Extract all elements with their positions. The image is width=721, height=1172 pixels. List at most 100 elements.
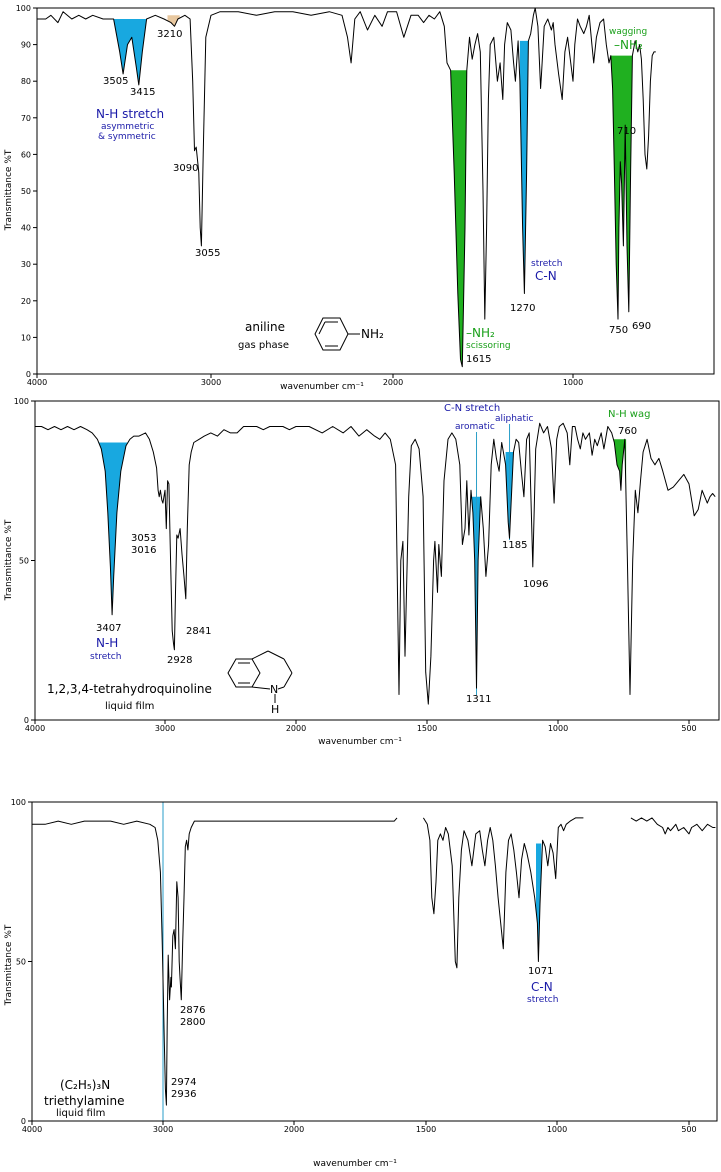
peak-label-2800: 2800 [180,1017,205,1028]
band-highlight-3 [519,40,529,289]
peak-label-3053: 3053 [131,533,156,544]
y-tick-label: 10 [21,333,31,342]
x-tick-label: 1000 [563,378,583,387]
compound-condition: liquid film [105,701,154,712]
peak-label-2841: 2841 [186,626,211,637]
peak-label-3016: 3016 [131,545,156,556]
peak-label-1270: 1270 [510,303,535,314]
aromatic-annotation: aromatic [455,422,495,432]
cn-stretch-annotation: C-N stretch [444,403,500,414]
nh-stretch-annotation: N-H stretch [96,107,164,121]
spectrum-trace-1 [422,817,584,969]
band-highlight-0 [536,843,542,960]
y-tick-label: 30 [21,260,31,269]
compound-name: 1,2,3,4-tetrahydroquinoline [47,682,212,696]
y-tick-label: 50 [16,958,26,967]
peak-label-3505: 3505 [103,76,128,87]
y-tick-label: 0 [21,1117,26,1126]
x-tick-label: 2000 [284,1125,304,1134]
nh-stretch-word: stretch [90,652,121,662]
peak-label-2936: 2936 [171,1089,196,1100]
peak-label-1071: 1071 [528,966,553,977]
spectrum-trace-2 [630,817,716,835]
y-axis-title: Transmittance %T [4,149,14,231]
band-highlight-0 [113,19,147,82]
nh2-scissor-group: –NH₂ [466,326,495,340]
compound-formula: (C₂H₅)₃N [60,1078,110,1092]
y-axis-title: Transmittance %T [4,519,14,601]
x-tick-label: 1000 [547,1125,567,1134]
y-tick-label: 0 [24,716,29,725]
peak-label-1185: 1185 [502,540,527,551]
band-highlight-1 [167,15,180,26]
compound-name: triethylamine [44,1094,124,1108]
aliphatic-annotation: aliphatic [495,414,533,424]
y-tick-label: 100 [14,397,29,406]
x-tick-label: 3000 [201,378,221,387]
x-axis-title: wavenumber cm⁻¹ [313,1159,397,1169]
peak-label-3090: 3090 [173,163,198,174]
nh-wag-annotation: N-H wag [608,409,650,420]
tetrahydroquinoline-structure-icon [227,650,293,703]
x-tick-label: 1500 [416,1125,436,1134]
peak-label-3415: 3415 [130,87,155,98]
y-tick-label: 50 [21,187,31,196]
y-tick-label: 70 [21,114,31,123]
peak-label-1096: 1096 [523,579,548,590]
cn-stretch-label: C-N [535,269,557,283]
spectrum-trace-0 [35,422,716,705]
cn-stretch-word: stretch [527,995,558,1005]
x-tick-label: 4000 [22,1125,42,1134]
y-tick-label: 60 [21,150,31,159]
y-tick-label: 40 [21,224,31,233]
triethylamine-spectrum-chart: Transmittance %T wavenumber cm⁻¹ 4000 300… [4,798,718,1169]
x-tick-label: 3000 [155,724,175,733]
peak-label-1615: 1615 [466,354,491,365]
scissoring-annotation: scissoring [466,341,511,351]
y-tick-label: 90 [21,41,31,50]
band-highlight-2 [450,70,467,366]
cn-stretch-word: stretch [531,259,562,269]
cn-label: C-N [531,980,553,994]
peak-label-2928: 2928 [167,655,192,666]
peak-label-710: 710 [617,126,636,137]
structure-substituent: NH₂ [361,327,384,341]
y-tick-label: 100 [11,798,26,807]
peak-label-760: 760 [618,426,637,437]
plot-frame [31,801,718,1122]
y-tick-label: 20 [21,297,31,306]
x-tick-label: 1500 [417,724,437,733]
structure-h-atom: H [271,703,279,716]
x-tick-label: 1000 [548,724,568,733]
spectrum-trace-0 [37,7,656,368]
peak-label-3210: 3210 [157,29,182,40]
y-tick-label: 50 [19,557,29,566]
y-axis-title: Transmittance %T [4,924,14,1006]
y-tick-label: 80 [21,77,31,86]
peak-label-2876: 2876 [180,1005,205,1016]
peak-label-3055: 3055 [195,248,220,259]
wagging-group: –NH₂ [614,38,643,52]
peak-label-750: 750 [609,325,628,336]
peak-label-690: 690 [632,321,651,332]
nh-stretch-asym-annotation: asymmetric [101,122,154,132]
x-axis-title: wavenumber cm⁻¹ [280,382,364,392]
structure-n-atom: N [270,683,278,696]
aniline-spectrum-chart: Transmittance %T wavenumber cm⁻¹ 4000 300… [4,4,715,392]
nh-label: N-H [96,636,118,650]
plot-frame [36,7,715,375]
y-tick-label: 100 [16,4,31,13]
x-tick-label: 2000 [383,378,403,387]
x-tick-label: 2000 [286,724,306,733]
compound-name: aniline [245,320,285,334]
compound-condition: liquid film [56,1108,105,1119]
x-tick-label: 500 [681,724,696,733]
spectrum-trace-0 [32,817,398,1106]
tetrahydroquinoline-spectrum-chart: Transmittance %T wavenumber cm⁻¹ 4000 300… [4,397,720,747]
aniline-structure-icon [314,317,360,351]
peak-label-1311: 1311 [466,694,491,705]
x-axis-title: wavenumber cm⁻¹ [318,737,402,747]
x-tick-label: 4000 [25,724,45,733]
x-tick-label: 500 [681,1125,696,1134]
x-tick-label: 4000 [27,378,47,387]
